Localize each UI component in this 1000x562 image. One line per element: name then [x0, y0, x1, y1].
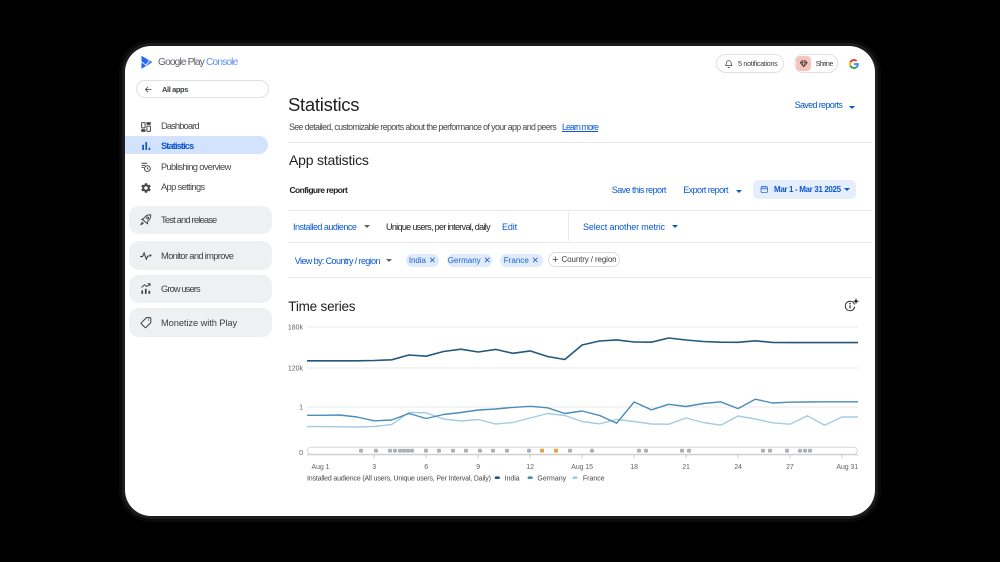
svg-text:0: 0 — [299, 450, 303, 457]
svg-text:18: 18 — [630, 464, 638, 471]
svg-text:Aug 15: Aug 15 — [571, 464, 593, 471]
svg-text:3: 3 — [372, 464, 376, 471]
svg-text:12: 12 — [526, 464, 534, 471]
svg-text:6: 6 — [424, 464, 428, 471]
svg-text:Aug 31: Aug 31 — [836, 464, 858, 471]
svg-text:India: India — [505, 476, 520, 483]
svg-text:21: 21 — [682, 464, 690, 471]
svg-text:Installed audience (All users,: Installed audience (All users, Unique us… — [307, 476, 491, 483]
svg-text:24: 24 — [734, 464, 742, 471]
svg-text:9: 9 — [476, 464, 480, 471]
svg-text:Germany: Germany — [537, 476, 566, 483]
svg-text:1: 1 — [299, 405, 303, 412]
svg-text:120k: 120k — [288, 366, 303, 373]
svg-text:180k: 180k — [288, 325, 303, 332]
svg-text:27: 27 — [786, 464, 794, 471]
svg-text:Aug 1: Aug 1 — [312, 464, 330, 471]
svg-text:France: France — [583, 476, 605, 483]
